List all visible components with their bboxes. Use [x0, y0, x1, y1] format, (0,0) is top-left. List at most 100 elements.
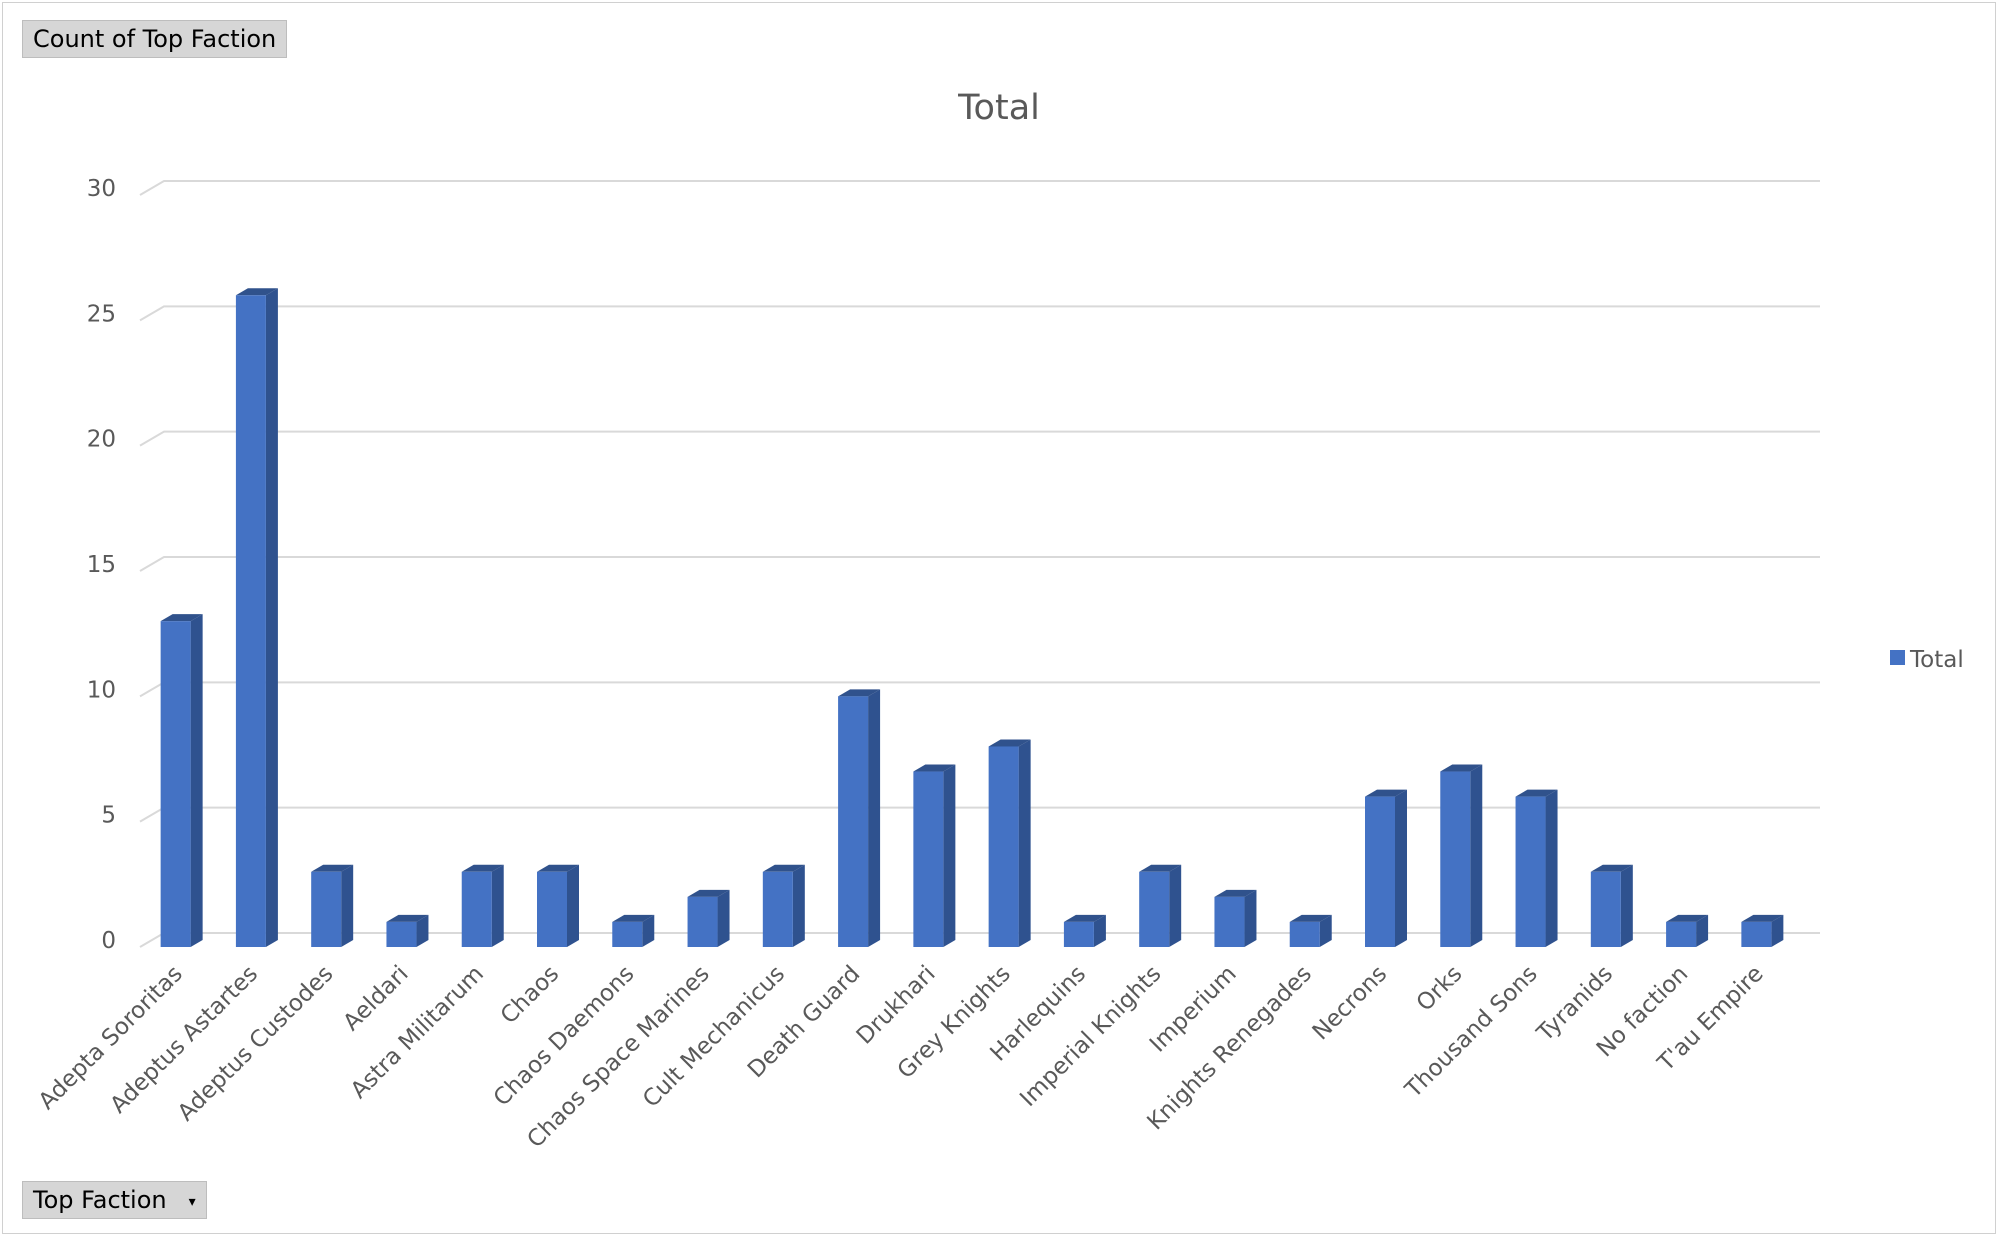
- axis-field-label: Top Faction: [33, 1186, 167, 1214]
- bar-front: [386, 921, 417, 947]
- x-tick-label: Cult Mechanicus: [638, 961, 790, 1113]
- bar: [612, 914, 655, 947]
- bar: [1365, 789, 1407, 947]
- bar-top: [988, 739, 1031, 747]
- bar: [838, 689, 881, 947]
- bar-top: [1440, 764, 1483, 772]
- bar-top: [386, 914, 429, 922]
- bar-top: [687, 889, 730, 897]
- gridline: [139, 681, 1820, 698]
- value-field-label: Count of Top Faction: [33, 25, 277, 53]
- bars: [160, 288, 1784, 947]
- bar-front: [235, 295, 266, 947]
- x-tick-label: Orks: [1412, 961, 1468, 1017]
- bar: [913, 764, 956, 947]
- bar-side: [1545, 789, 1558, 947]
- bar-front: [1741, 921, 1772, 947]
- bar-front: [988, 746, 1019, 947]
- bar-side: [1018, 739, 1031, 947]
- bar-top: [235, 288, 278, 296]
- bar-side: [1696, 914, 1709, 947]
- y-axis-ticks: 0 5 10 15 20 25 30: [87, 176, 116, 954]
- bar: [687, 889, 730, 947]
- x-tick-label: Chaos Daemons: [489, 961, 640, 1112]
- bar-front: [311, 871, 342, 947]
- axis-field-button[interactable]: Top Faction ▾: [22, 1181, 207, 1219]
- bar-top: [838, 689, 881, 697]
- bar: [1515, 789, 1558, 947]
- bar: [311, 864, 354, 947]
- bar-front: [1365, 796, 1395, 947]
- bar: [461, 864, 504, 947]
- bar-front: [1666, 921, 1697, 947]
- bar-side: [265, 288, 278, 947]
- bar-side: [1395, 789, 1407, 947]
- bar-side: [792, 864, 805, 947]
- bar-side: [1093, 914, 1106, 947]
- x-tick-label: Astra Militarum: [346, 961, 489, 1104]
- bar-top: [1063, 914, 1106, 922]
- bar-side: [190, 614, 203, 947]
- bar-side: [1169, 864, 1182, 947]
- bar: [762, 864, 805, 947]
- bar: [1214, 889, 1257, 947]
- bar: [1440, 764, 1483, 947]
- value-field-button[interactable]: Count of Top Faction: [22, 20, 288, 58]
- bar-top: [1214, 889, 1257, 897]
- bar-side: [567, 864, 579, 947]
- bar-top: [311, 864, 354, 872]
- gridline: [139, 806, 1820, 823]
- bar-front: [612, 921, 643, 947]
- bar-side: [341, 864, 354, 947]
- bar-front: [537, 871, 567, 947]
- bar-side: [868, 689, 881, 947]
- bar-side: [1319, 914, 1332, 947]
- y-tick-label: 15: [87, 552, 116, 578]
- bar-side: [1771, 914, 1784, 947]
- bar: [1666, 914, 1709, 947]
- bar-top: [1590, 864, 1633, 872]
- chevron-down-icon[interactable]: ▾: [188, 1194, 196, 1210]
- gridline: [139, 430, 1820, 447]
- bar: [235, 288, 278, 947]
- bar: [386, 914, 429, 947]
- bar-side: [1244, 889, 1257, 947]
- bar-side: [642, 914, 655, 947]
- bar-front: [160, 621, 191, 947]
- bar: [537, 864, 579, 947]
- gridlines: [139, 180, 1820, 948]
- y-tick-label: 5: [101, 803, 116, 829]
- bar-front: [762, 871, 793, 947]
- bar-side: [1620, 864, 1633, 947]
- x-tick-label: Adeptus Astartes: [105, 961, 263, 1119]
- gridline: [139, 180, 1820, 196]
- legend-swatch: [1890, 650, 1905, 665]
- bar-top: [762, 864, 805, 872]
- x-tick-label: Adepta Sororitas: [34, 961, 188, 1115]
- x-tick-label: Aeldari: [338, 961, 413, 1036]
- gridline: [139, 556, 1820, 572]
- bar-front: [1440, 771, 1471, 947]
- y-tick-label: 0: [101, 928, 116, 954]
- chart-title: Total: [957, 88, 1040, 128]
- x-tick-label: Necrons: [1308, 961, 1393, 1046]
- bar: [1063, 914, 1106, 947]
- bar-front: [1063, 921, 1094, 947]
- bar: [1289, 914, 1332, 947]
- bar-front: [1515, 796, 1546, 947]
- bar-front: [461, 871, 492, 947]
- gridline: [139, 305, 1820, 322]
- bar-front: [1590, 871, 1621, 947]
- bar-front: [913, 771, 944, 947]
- bar: [1741, 914, 1784, 947]
- bar-side: [717, 889, 730, 947]
- legend-label-total: Total: [1909, 647, 1964, 673]
- bar-top: [461, 864, 504, 872]
- legend: Total: [1890, 647, 1964, 673]
- bar-side: [491, 864, 504, 947]
- y-tick-label: 25: [87, 301, 116, 327]
- x-tick-label: Chaos: [496, 961, 564, 1029]
